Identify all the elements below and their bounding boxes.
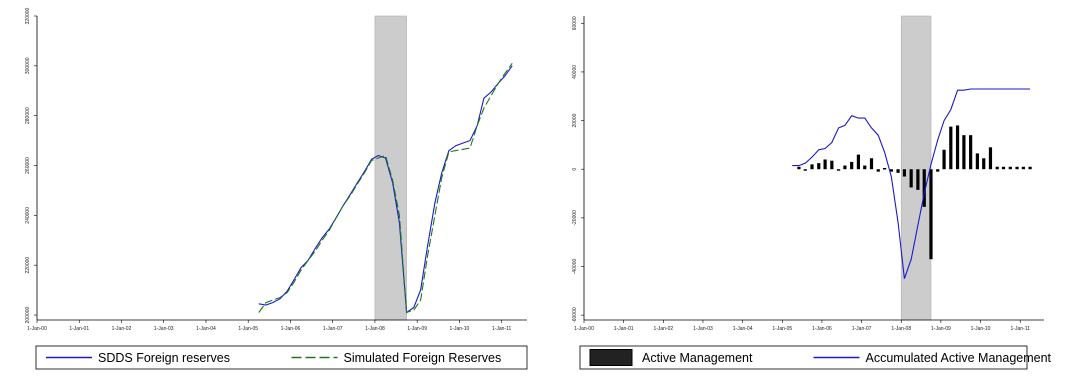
bar-active-management	[909, 169, 913, 188]
chart-panel-1: 200000 220000 240000 260000 280000 300000 3200…	[25, 7, 527, 332]
legend-1: SDDS Foreign reserves Simulated Foreign R…	[35, 345, 528, 370]
y-tick-label: 200000	[25, 306, 31, 323]
x-tick-label: 1-Jan-07	[852, 326, 872, 332]
x-tick-label: 1-Jan-05	[238, 326, 258, 332]
bar-active-management	[955, 125, 960, 170]
x-tick-label: 1-Jan-04	[733, 326, 753, 332]
bar-active-management	[856, 154, 861, 170]
bar-active-management	[962, 135, 966, 170]
x-tick-label: 1-Jan-09	[931, 326, 951, 332]
bar-active-management	[936, 169, 940, 172]
chart-panel-2: -60000 -40000 -20000 0 20000 40000 60000 1-Jan-…	[572, 15, 1044, 332]
bar-active-management	[843, 165, 847, 170]
y-tick-label: 320000	[25, 7, 31, 24]
x-tick-label: 1-Jan-11	[492, 326, 512, 332]
y-tick-label: 300000	[25, 57, 31, 74]
bar-active-management	[982, 158, 986, 170]
y-tick-label: 280000	[25, 107, 31, 124]
x-tick-label: 1-Jan-01	[69, 326, 89, 332]
x-tick-label: 1-Jan-00	[27, 326, 47, 332]
bar-active-management	[810, 164, 814, 170]
x-tick-label: 1-Jan-00	[574, 326, 594, 332]
series-line-2	[258, 62, 513, 314]
bar-active-management	[902, 169, 907, 177]
x-tick-label: 1-Jan-03	[693, 326, 713, 332]
bar-active-management	[836, 169, 841, 171]
x-tick-label: 1-Jan-08	[891, 326, 911, 332]
bar-active-management	[896, 169, 900, 173]
bar-active-management	[1001, 166, 1006, 170]
x-tick-label: 1-Jan-09	[407, 326, 427, 332]
bar-active-management	[830, 160, 834, 170]
y-tick-label: 20000	[572, 113, 578, 127]
bar-active-management	[817, 163, 821, 170]
series-line-2	[792, 88, 1031, 279]
bar-active-management	[1015, 166, 1019, 170]
x-tick-label: 1-Jan-02	[112, 326, 132, 332]
bar-active-management	[1021, 166, 1025, 170]
x-tick-label: 1-Jan-08	[365, 326, 385, 332]
y-tick-label: 40000	[572, 65, 578, 79]
y-tick-label: -60000	[572, 307, 578, 323]
x-tick-label: 1-Jan-01	[614, 326, 634, 332]
legend-label: Accumulated Active Management	[866, 351, 1052, 365]
legend-box	[35, 345, 528, 370]
x-tick-label: 1-Jan-05	[772, 326, 792, 332]
bar-active-management	[876, 169, 880, 172]
bar-active-management	[942, 149, 946, 170]
series-line-1	[258, 65, 513, 314]
y-tick-label: 60000	[572, 16, 578, 30]
legend-label: SDDS Foreign reserves	[98, 351, 230, 365]
bar-active-management	[995, 166, 999, 170]
y-tick-label: 0	[572, 168, 578, 171]
x-tick-label: 1-Jan-06	[812, 326, 832, 332]
legend-label: Simulated Foreign Reserves	[344, 351, 502, 365]
bar-active-management	[803, 169, 807, 171]
bar-active-management	[869, 158, 874, 170]
bar-active-management	[797, 166, 801, 170]
x-tick-label: 1-Jan-04	[196, 326, 216, 332]
bar-active-management	[882, 168, 887, 170]
bar-active-management	[889, 169, 893, 172]
legend-swatch-bar	[589, 349, 633, 366]
x-tick-label: 1-Jan-11	[1011, 326, 1031, 332]
x-tick-label: 1-Jan-07	[323, 326, 343, 332]
y-tick-label: -40000	[572, 258, 578, 274]
x-tick-label: 1-Jan-02	[653, 326, 673, 332]
bar-active-management	[823, 159, 827, 170]
bar-active-management	[916, 169, 920, 190]
bar-active-management	[988, 147, 993, 170]
x-tick-label: 1-Jan-10	[971, 326, 991, 332]
bar-active-management	[969, 135, 973, 170]
x-tick-label: 1-Jan-06	[281, 326, 301, 332]
x-tick-label: 1-Jan-03	[154, 326, 174, 332]
y-tick-label: 260000	[25, 157, 31, 174]
x-tick-label: 1-Jan-10	[450, 326, 470, 332]
bar-active-management	[1008, 166, 1012, 170]
bar-active-management	[850, 161, 854, 170]
shaded-period	[900, 15, 932, 321]
bar-active-management	[863, 165, 867, 170]
y-tick-label: -20000	[572, 210, 578, 226]
legend-label: Active Management	[642, 351, 753, 365]
bar-active-management	[1028, 166, 1032, 170]
bar-active-management	[929, 169, 933, 260]
legend-2: Active Management Accumulated Active Mana…	[579, 345, 1052, 370]
shaded-period	[374, 15, 407, 321]
bar-active-management	[949, 126, 953, 170]
bar-active-management	[922, 169, 926, 207]
legend-box	[579, 345, 1028, 370]
y-tick-label: 240000	[25, 207, 31, 224]
y-tick-label: 220000	[25, 257, 31, 274]
bar-active-management	[975, 153, 979, 170]
